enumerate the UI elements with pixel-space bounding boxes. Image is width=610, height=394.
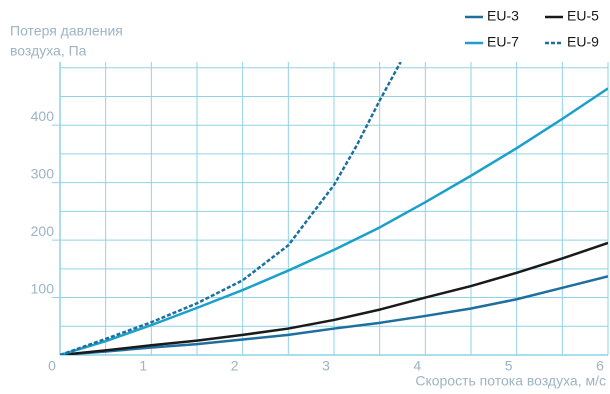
line-series [60, 275, 608, 355]
y-tick-label: 100 [31, 280, 55, 296]
x-tick-label: 2 [231, 358, 239, 374]
y-tick-label: 300 [31, 165, 55, 181]
x-tick-label: 4 [413, 358, 421, 374]
x-tick-label: 6 [596, 358, 604, 374]
y-tick-label: 200 [31, 223, 55, 239]
legend-label: EU-7 [487, 34, 519, 50]
line-series [60, 62, 402, 355]
x-axis-label: Скорость потока воздуха, м/с [415, 373, 606, 389]
legend-label: EU-9 [567, 34, 599, 50]
x-tick-label: 5 [505, 358, 513, 374]
y-tick-label: 400 [31, 108, 55, 124]
y-axis-label: Потеря давления [10, 23, 123, 39]
line-series [60, 87, 608, 355]
x-tick-label: 3 [322, 358, 330, 374]
y-axis-label: воздуха, Па [10, 43, 87, 59]
x-tick-label: 0 [48, 358, 56, 374]
x-tick-label: 1 [139, 358, 147, 374]
line-series [60, 241, 608, 355]
legend-label: EU-3 [487, 8, 519, 24]
legend-label: EU-5 [567, 8, 599, 24]
